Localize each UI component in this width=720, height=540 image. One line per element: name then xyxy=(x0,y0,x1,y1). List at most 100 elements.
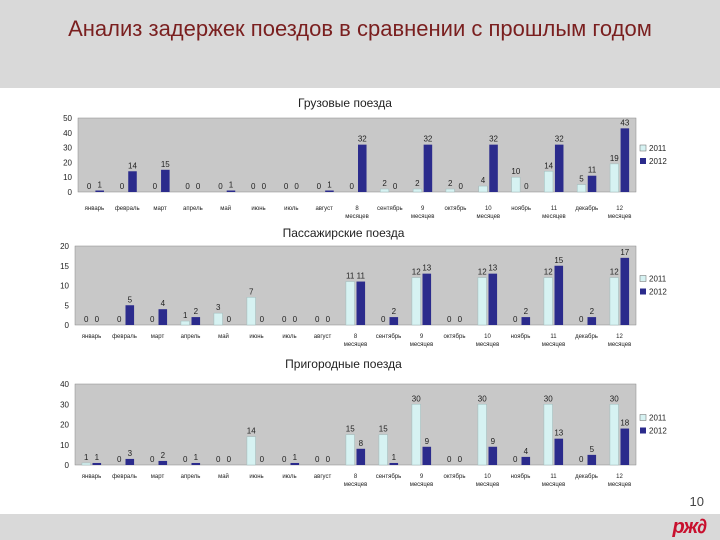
data-label-2012: 0 xyxy=(260,315,265,324)
bar-2011 xyxy=(478,278,487,325)
data-label-2012: 2 xyxy=(392,307,397,316)
data-label-2012: 0 xyxy=(196,182,201,191)
data-label-2012: 5 xyxy=(128,295,133,304)
data-label-2012: 2 xyxy=(524,307,529,316)
x-tick-label: месяцев xyxy=(411,214,435,220)
x-tick-label: июнь xyxy=(251,206,265,212)
company-logo: рж∂ xyxy=(672,516,706,539)
legend-label-2012: 2012 xyxy=(649,288,667,297)
x-tick-label: май xyxy=(220,205,231,212)
bar-2012 xyxy=(621,128,630,192)
data-label-2012: 32 xyxy=(423,135,432,144)
bar-2012 xyxy=(192,317,201,325)
bar-2011 xyxy=(446,189,455,192)
bar-2012 xyxy=(522,317,531,325)
data-label-2011: 12 xyxy=(544,268,553,277)
data-label-2011: 7 xyxy=(249,287,254,296)
x-tick-label: январь xyxy=(82,334,101,340)
bar-2012 xyxy=(161,170,170,192)
bar-2012 xyxy=(555,266,564,325)
legend-label-2012: 2012 xyxy=(649,157,667,166)
x-tick-label: август xyxy=(315,206,333,212)
bar-2011 xyxy=(512,177,521,192)
x-tick-label: декабрь xyxy=(575,206,598,212)
x-tick-label: 9 xyxy=(420,474,424,480)
x-tick-label: май xyxy=(218,333,229,340)
data-label-2012: 0 xyxy=(326,315,331,324)
data-label-2011: 10 xyxy=(511,167,520,176)
x-tick-label: декабрь xyxy=(575,474,598,480)
data-label-2011: 0 xyxy=(216,455,221,464)
data-label-2011: 0 xyxy=(251,182,256,191)
x-tick-label: октябрь xyxy=(444,474,466,480)
x-tick-label: 8 xyxy=(355,206,359,212)
x-tick-label: сентябрь xyxy=(376,474,402,480)
bar-2012 xyxy=(291,463,300,465)
x-tick-label: месяцев xyxy=(410,482,434,488)
data-label-2011: 14 xyxy=(544,161,553,170)
data-label-2012: 0 xyxy=(459,182,464,191)
bar-2012 xyxy=(325,191,334,192)
legend-swatch-2012 xyxy=(640,428,646,434)
x-tick-label: март xyxy=(151,474,165,480)
x-tick-label: февраль xyxy=(112,474,137,480)
data-label-2012: 4 xyxy=(524,447,529,456)
data-label-2012: 1 xyxy=(392,453,397,462)
x-tick-label: месяцев xyxy=(608,482,632,488)
data-label-2012: 32 xyxy=(358,135,367,144)
data-label-2011: 2 xyxy=(448,179,453,188)
x-tick-label: январь xyxy=(85,206,104,212)
data-label-2011: 0 xyxy=(218,182,223,191)
x-tick-label: июль xyxy=(282,474,296,480)
data-label-2011: 0 xyxy=(84,315,89,324)
bar-2012 xyxy=(489,145,498,192)
data-label-2011: 0 xyxy=(579,315,584,324)
bar-2011 xyxy=(610,278,619,325)
data-label-2011: 0 xyxy=(117,455,122,464)
data-label-2012: 0 xyxy=(95,315,100,324)
x-tick-label: 11 xyxy=(550,334,557,340)
bar-2011 xyxy=(544,278,553,325)
data-label-2012: 0 xyxy=(294,182,299,191)
x-tick-label: 8 xyxy=(354,334,358,340)
x-tick-label: февраль xyxy=(115,206,140,212)
bar-2012 xyxy=(390,317,399,325)
bar-2012 xyxy=(357,282,366,325)
bar-2012 xyxy=(192,463,201,465)
bar-2011 xyxy=(544,404,553,465)
data-label-2011: 12 xyxy=(610,268,619,277)
y-tick-label: 20 xyxy=(63,158,72,167)
x-tick-label: июнь xyxy=(249,334,263,340)
data-label-2011: 0 xyxy=(185,182,190,191)
bar-2012 xyxy=(424,145,433,192)
data-label-2011: 0 xyxy=(513,455,518,464)
bar-2011 xyxy=(214,313,223,325)
data-label-2011: 2 xyxy=(415,179,420,188)
data-label-2012: 0 xyxy=(326,455,331,464)
data-label-2012: 43 xyxy=(620,118,629,127)
x-tick-label: ноябрь xyxy=(511,206,531,212)
data-label-2011: 0 xyxy=(317,182,322,191)
data-label-2012: 13 xyxy=(422,264,431,273)
data-label-2011: 30 xyxy=(412,394,421,403)
x-tick-label: апрель xyxy=(181,474,201,480)
x-tick-label: май xyxy=(218,473,229,480)
data-label-2011: 0 xyxy=(315,315,320,324)
x-tick-label: месяцев xyxy=(542,214,566,220)
x-tick-label: апрель xyxy=(181,334,201,340)
x-tick-label: август xyxy=(314,474,332,480)
bar-2011 xyxy=(181,321,190,325)
chart-title: Грузовые поезда xyxy=(298,96,392,110)
bar-2011 xyxy=(82,463,91,465)
bar-2011 xyxy=(413,189,422,192)
bar-2012 xyxy=(621,429,630,465)
bar-2012 xyxy=(390,463,399,465)
data-label-2011: 12 xyxy=(478,268,487,277)
bar-2012 xyxy=(358,145,367,192)
x-tick-label: месяцев xyxy=(344,482,368,488)
data-label-2012: 2 xyxy=(161,451,166,460)
data-label-2012: 2 xyxy=(194,307,199,316)
bar-2012 xyxy=(423,274,432,325)
y-tick-label: 10 xyxy=(63,173,72,182)
x-tick-label: 11 xyxy=(550,474,557,480)
